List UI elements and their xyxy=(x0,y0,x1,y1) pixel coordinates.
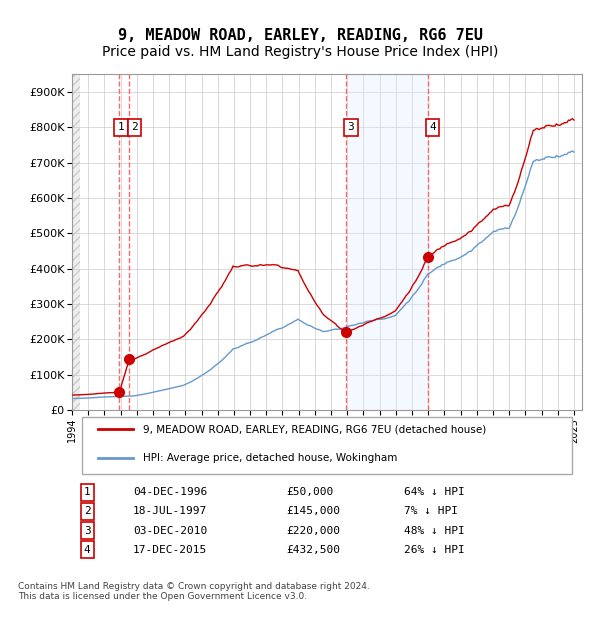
Text: 64% ↓ HPI: 64% ↓ HPI xyxy=(404,487,464,497)
Text: 03-DEC-2010: 03-DEC-2010 xyxy=(133,526,208,536)
Text: 26% ↓ HPI: 26% ↓ HPI xyxy=(404,545,464,555)
Text: 1: 1 xyxy=(84,487,91,497)
Text: HPI: Average price, detached house, Wokingham: HPI: Average price, detached house, Woki… xyxy=(143,453,398,463)
Text: £50,000: £50,000 xyxy=(286,487,334,497)
Bar xyxy=(346,74,428,410)
Text: £432,500: £432,500 xyxy=(286,545,340,555)
Text: 04-DEC-1996: 04-DEC-1996 xyxy=(133,487,208,497)
Text: 7% ↓ HPI: 7% ↓ HPI xyxy=(404,507,458,516)
Text: 3: 3 xyxy=(84,526,91,536)
Text: £145,000: £145,000 xyxy=(286,507,340,516)
Text: 4: 4 xyxy=(429,122,436,133)
Text: 3: 3 xyxy=(347,122,355,133)
Text: 1: 1 xyxy=(118,122,124,133)
Text: 48% ↓ HPI: 48% ↓ HPI xyxy=(404,526,464,536)
Text: 2: 2 xyxy=(84,507,91,516)
Text: £220,000: £220,000 xyxy=(286,526,340,536)
Text: Price paid vs. HM Land Registry's House Price Index (HPI): Price paid vs. HM Land Registry's House … xyxy=(102,45,498,59)
Bar xyxy=(72,74,80,410)
Text: 9, MEADOW ROAD, EARLEY, READING, RG6 7EU (detached house): 9, MEADOW ROAD, EARLEY, READING, RG6 7EU… xyxy=(143,425,487,435)
Text: 2: 2 xyxy=(131,122,137,133)
Text: 18-JUL-1997: 18-JUL-1997 xyxy=(133,507,208,516)
FancyBboxPatch shape xyxy=(82,417,572,474)
Text: 17-DEC-2015: 17-DEC-2015 xyxy=(133,545,208,555)
Text: 4: 4 xyxy=(84,545,91,555)
Text: 9, MEADOW ROAD, EARLEY, READING, RG6 7EU: 9, MEADOW ROAD, EARLEY, READING, RG6 7EU xyxy=(118,28,482,43)
Text: Contains HM Land Registry data © Crown copyright and database right 2024.
This d: Contains HM Land Registry data © Crown c… xyxy=(18,582,370,601)
